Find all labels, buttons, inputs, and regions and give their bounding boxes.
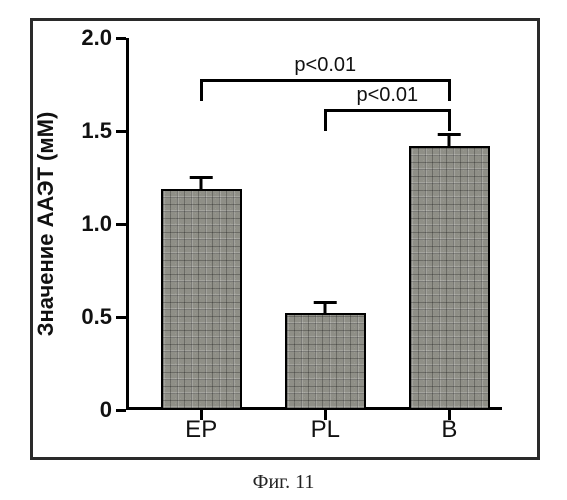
y-tick-label: 1.5	[81, 118, 112, 144]
x-tick-label: B	[441, 416, 457, 444]
y-tick	[116, 316, 126, 319]
y-tick	[116, 130, 126, 133]
error-bar-stem	[324, 302, 327, 313]
error-bar-cap	[190, 176, 213, 179]
significance-bracket	[325, 109, 449, 112]
error-bar-cap	[314, 301, 337, 304]
bar	[285, 313, 366, 410]
significance-label: p<0.01	[356, 84, 418, 107]
y-tick-label: 0.5	[81, 304, 112, 330]
bar	[161, 189, 242, 410]
y-tick	[116, 37, 126, 40]
significance-bracket	[201, 79, 449, 82]
significance-bracket-leg	[448, 109, 451, 131]
y-tick-label: 1.0	[81, 211, 112, 237]
significance-bracket-leg	[200, 79, 203, 101]
significance-label: p<0.01	[294, 54, 356, 77]
significance-bracket-leg	[324, 109, 327, 131]
plot-area: 00.51.01.52.0EPPLBp<0.01p<0.01	[126, 38, 502, 410]
error-bar-cap	[438, 133, 461, 136]
y-tick	[116, 223, 126, 226]
y-tick	[116, 409, 126, 412]
x-tick-label: PL	[311, 416, 340, 444]
bar	[409, 146, 490, 410]
error-bar-stem	[200, 178, 203, 189]
y-tick-label: 2.0	[81, 25, 112, 51]
x-tick-label: EP	[185, 416, 217, 444]
significance-bracket-leg	[448, 79, 451, 101]
figure-caption: Фиг. 11	[253, 471, 315, 494]
y-tick-label: 0	[100, 397, 112, 423]
y-axis-label: Значение ААЭТ (мМ)	[33, 112, 59, 337]
error-bar-stem	[448, 135, 451, 146]
